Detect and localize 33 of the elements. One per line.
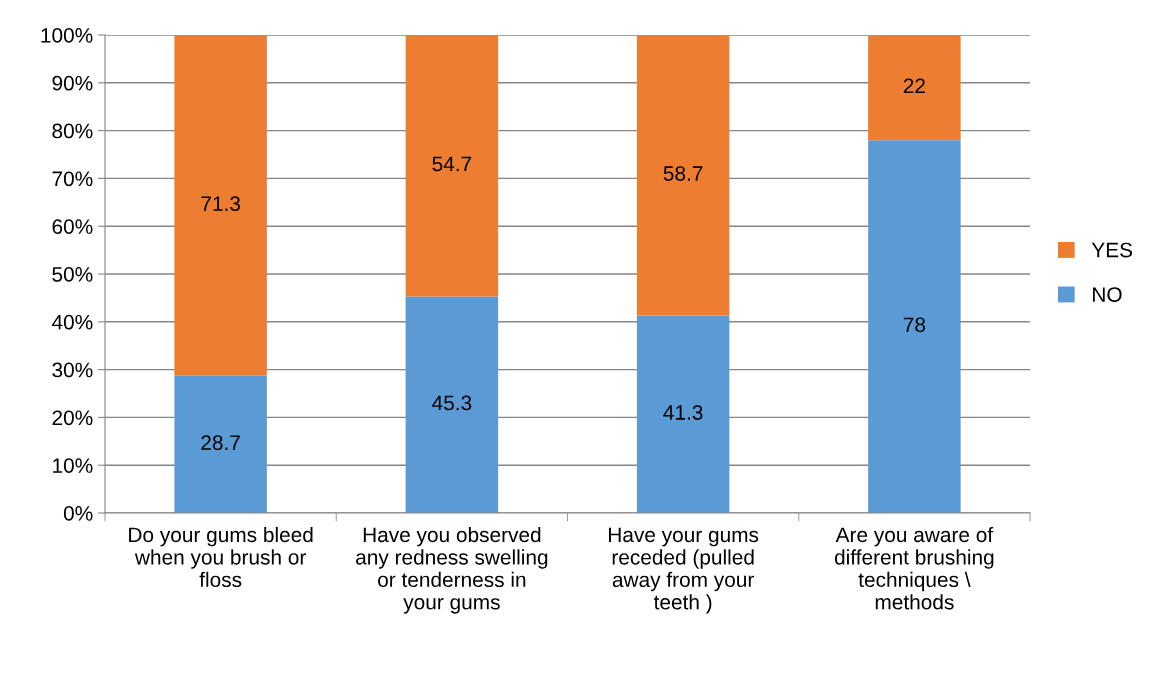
bar xyxy=(636,315,730,513)
bar xyxy=(868,140,961,513)
y-tick-label: 90% xyxy=(52,75,93,91)
y-tick-label: 0% xyxy=(63,506,93,521)
y-tick-label: 20% xyxy=(52,410,93,426)
x-tick-label: Are you aware of different brushing techniques \ methods xyxy=(834,526,994,610)
y-tick-label: 10% xyxy=(53,458,93,473)
bar xyxy=(174,375,267,513)
y-tick-label: 70% xyxy=(52,171,93,187)
y-tick-label: 80% xyxy=(52,123,93,139)
y-tick-label: 40% xyxy=(51,314,93,330)
data-label: 22 xyxy=(903,78,925,93)
x-tick-label: Have you observed any redness swelling or tenderness in your gums xyxy=(356,526,548,614)
y-tick-label: 30% xyxy=(52,362,93,378)
bar xyxy=(405,35,499,297)
data-label: 28.7 xyxy=(201,435,240,450)
data-label: 54.7 xyxy=(432,156,472,172)
y-tick-label: 50% xyxy=(52,267,93,282)
bar xyxy=(174,35,267,376)
x-tick-label: Have your gums receded (pulled away from your teeth ) xyxy=(609,527,759,614)
bar xyxy=(868,35,961,141)
legend-label: YES xyxy=(1091,242,1133,258)
bar xyxy=(405,296,499,513)
data-label: 71.3 xyxy=(201,196,240,211)
data-label: 45.3 xyxy=(432,395,472,411)
data-label: 41.3 xyxy=(663,405,703,420)
x-tick-label: Do your gums bleed when you brush or floss xyxy=(129,526,313,588)
data-label: 58.7 xyxy=(663,166,703,181)
data-label: 78 xyxy=(903,317,926,333)
y-tick-label: 60% xyxy=(52,219,93,234)
y-tick-label: 100% xyxy=(41,28,93,43)
legend-label: NO xyxy=(1093,287,1122,302)
bar xyxy=(636,35,730,316)
